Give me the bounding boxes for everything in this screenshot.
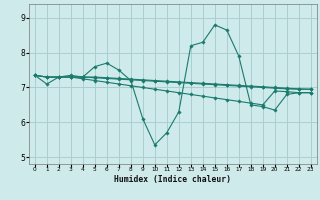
X-axis label: Humidex (Indice chaleur): Humidex (Indice chaleur) [114,175,231,184]
